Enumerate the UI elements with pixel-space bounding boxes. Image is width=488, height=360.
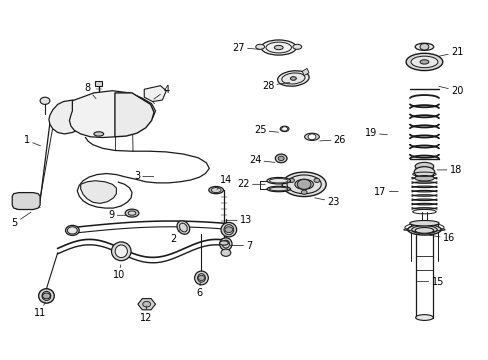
Text: 21: 21 (438, 47, 463, 57)
Ellipse shape (219, 241, 228, 245)
Text: 6: 6 (196, 282, 202, 298)
Text: 2: 2 (170, 230, 179, 244)
Ellipse shape (409, 220, 438, 226)
Ellipse shape (290, 77, 296, 80)
Ellipse shape (255, 44, 264, 49)
Text: 12: 12 (139, 306, 152, 323)
Ellipse shape (125, 209, 139, 217)
Ellipse shape (413, 167, 434, 177)
Text: 15: 15 (417, 276, 443, 287)
Circle shape (198, 275, 204, 280)
Text: 7: 7 (230, 240, 252, 251)
Text: 19: 19 (364, 128, 386, 138)
Circle shape (40, 97, 50, 104)
Text: 3: 3 (134, 171, 153, 181)
Ellipse shape (294, 179, 313, 189)
Text: 8: 8 (84, 83, 96, 99)
Circle shape (297, 179, 310, 189)
Ellipse shape (274, 45, 283, 50)
Text: 23: 23 (314, 197, 339, 207)
Ellipse shape (65, 225, 79, 235)
Text: 9: 9 (108, 210, 126, 220)
Ellipse shape (419, 60, 428, 64)
Ellipse shape (414, 175, 433, 181)
Circle shape (142, 301, 150, 307)
Ellipse shape (410, 56, 437, 68)
Ellipse shape (266, 177, 290, 184)
Circle shape (221, 249, 230, 256)
Bar (95, 81, 102, 86)
Text: 4: 4 (154, 85, 169, 99)
Ellipse shape (414, 228, 433, 233)
Ellipse shape (194, 271, 208, 285)
Circle shape (281, 127, 287, 131)
Polygon shape (138, 298, 155, 310)
Text: 27: 27 (232, 42, 260, 53)
Text: 18: 18 (436, 165, 461, 175)
Ellipse shape (94, 132, 103, 136)
Ellipse shape (221, 222, 236, 237)
Circle shape (288, 178, 294, 183)
Text: 5: 5 (12, 212, 31, 228)
Ellipse shape (208, 186, 223, 194)
Ellipse shape (414, 43, 433, 50)
Text: 13: 13 (226, 215, 252, 225)
Circle shape (42, 293, 50, 299)
Text: 25: 25 (253, 125, 278, 135)
Ellipse shape (219, 238, 232, 251)
Text: 20: 20 (438, 86, 463, 96)
Polygon shape (81, 181, 116, 203)
Ellipse shape (277, 71, 308, 86)
Ellipse shape (177, 221, 189, 234)
Circle shape (419, 44, 428, 50)
Text: 26: 26 (319, 135, 346, 145)
Ellipse shape (261, 40, 296, 55)
Polygon shape (49, 100, 88, 134)
Circle shape (275, 154, 286, 163)
Ellipse shape (266, 186, 290, 192)
Polygon shape (69, 91, 155, 138)
Text: 10: 10 (112, 265, 125, 280)
Circle shape (224, 227, 232, 233)
Circle shape (67, 227, 77, 234)
Polygon shape (144, 86, 166, 102)
Polygon shape (115, 93, 154, 137)
Ellipse shape (292, 44, 301, 49)
Ellipse shape (282, 172, 325, 197)
Ellipse shape (414, 162, 433, 170)
Ellipse shape (280, 126, 288, 131)
Circle shape (313, 178, 319, 183)
Ellipse shape (415, 315, 432, 320)
Text: 1: 1 (24, 135, 41, 146)
Text: 24: 24 (248, 155, 274, 165)
Text: 28: 28 (261, 81, 289, 91)
Polygon shape (302, 68, 308, 76)
Ellipse shape (405, 53, 442, 71)
Ellipse shape (115, 245, 127, 258)
Ellipse shape (111, 242, 131, 261)
Ellipse shape (407, 224, 440, 235)
Text: 22: 22 (237, 179, 264, 189)
Circle shape (307, 134, 315, 140)
Ellipse shape (39, 289, 54, 303)
Text: 14: 14 (217, 175, 232, 189)
Circle shape (278, 156, 284, 161)
Text: 16: 16 (428, 233, 454, 243)
Ellipse shape (42, 292, 51, 300)
Circle shape (301, 190, 306, 194)
Ellipse shape (304, 133, 319, 140)
Text: 11: 11 (34, 302, 46, 318)
Polygon shape (12, 193, 40, 210)
Text: 17: 17 (373, 186, 397, 197)
